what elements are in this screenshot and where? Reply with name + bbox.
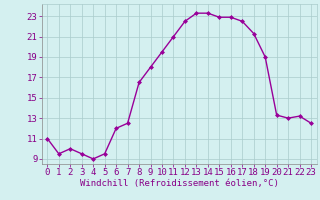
X-axis label: Windchill (Refroidissement éolien,°C): Windchill (Refroidissement éolien,°C) [80,179,279,188]
